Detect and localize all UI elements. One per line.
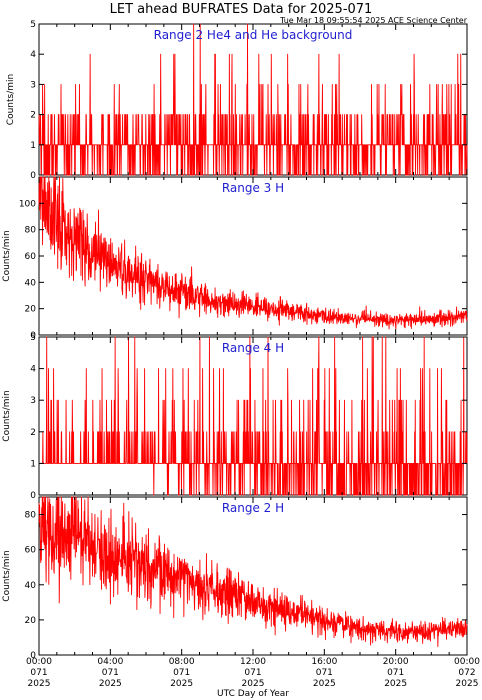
y-tick-label: 4 (30, 365, 36, 375)
y-tick-label: 20 (25, 616, 37, 626)
y-tick-label: 40 (25, 278, 37, 288)
x-tick-time: 20:00 (383, 657, 409, 667)
x-tick-time: 04:00 (97, 657, 123, 667)
y-tick-label: 40 (25, 581, 37, 591)
y-axis-label: Counts/min (2, 390, 12, 441)
y-tick-label: 1 (30, 141, 36, 151)
x-tick-year: 2025 (384, 679, 407, 689)
y-axis-label: Counts/min (2, 230, 12, 281)
x-tick-year: 2025 (170, 679, 193, 689)
timestamp: Tue Mar 18 09:55:54 2025 ACE Science Cen… (279, 16, 468, 25)
y-tick-label: 60 (25, 546, 37, 556)
panel-4: 0 20 40 60 80 Counts/min Range 2 H (2, 496, 468, 661)
x-tick-doy: 071 (387, 668, 404, 678)
y-tick-label: 1 (30, 459, 36, 469)
x-tick-doy: 071 (316, 668, 333, 678)
x-tick-doy: 071 (102, 668, 119, 678)
x-tick-time: 16:00 (311, 657, 337, 667)
x-tick-doy: 072 (458, 668, 475, 678)
y-tick-label: 5 (30, 333, 36, 343)
y-axis-label: Counts/min (2, 550, 12, 601)
x-tick-doy: 071 (173, 668, 190, 678)
x-tick-doy: 071 (30, 668, 47, 678)
panels: 0 1 2 3 4 5 Counts/min Range 2 He4 and He backg… (2, 20, 468, 661)
x-axis-label: UTC Day of Year (217, 689, 289, 699)
panel-label: Range 2 He4 and He background (154, 28, 353, 42)
figure-title: LET ahead BUFRATES Data for 2025-071 (110, 2, 373, 17)
panel-3: 0 1 2 3 4 5 Counts/min Range 4 H (2, 333, 468, 501)
panel-label: Range 3 H (222, 181, 284, 195)
y-tick-label: 4 (30, 50, 36, 60)
x-tick-time: 08:00 (169, 657, 195, 667)
y-tick-label: 20 (25, 305, 37, 315)
y-tick-label: 100 (19, 199, 36, 209)
x-tick-year: 2025 (456, 679, 479, 689)
y-tick-label: 0 (30, 171, 36, 181)
panel-1: 0 1 2 3 4 5 Counts/min Range 2 He4 and He backg… (6, 20, 468, 181)
y-tick-label: 0 (30, 651, 36, 661)
data-series-line (38, 23, 468, 176)
y-tick-label: 80 (25, 511, 37, 521)
x-tick-year: 2025 (28, 679, 51, 689)
x-tick-time: 12:00 (240, 657, 266, 667)
y-tick-label: 0 (30, 331, 36, 341)
x-tick-time: 00:00 (454, 657, 480, 667)
y-tick-label: 2 (30, 111, 36, 121)
x-tick-year: 2025 (242, 679, 265, 689)
y-tick-label: 60 (25, 252, 37, 262)
y-tick-label: 80 (25, 226, 37, 236)
data-series-line (38, 336, 468, 496)
x-tick-year: 2025 (99, 679, 122, 689)
x-axis: 00:00071202504:00071202508:00071202512:0… (26, 657, 480, 689)
panel-label: Range 2 H (222, 501, 284, 515)
x-tick-year: 2025 (313, 679, 336, 689)
y-tick-label: 3 (30, 80, 36, 90)
y-tick-label: 3 (30, 396, 36, 406)
y-tick-label: 0 (30, 491, 36, 501)
y-tick-label: 5 (30, 20, 36, 30)
x-tick-doy: 071 (244, 668, 261, 678)
data-series-line (38, 496, 468, 647)
y-axis-label: Counts/min (6, 74, 16, 125)
x-tick-time: 00:00 (26, 657, 52, 667)
data-series-line (38, 176, 468, 330)
panel-2: 0 20 40 60 80 100 Counts/min Range 3 H (2, 176, 468, 341)
y-tick-label: 2 (30, 428, 36, 438)
panel-label: Range 4 H (222, 341, 284, 355)
